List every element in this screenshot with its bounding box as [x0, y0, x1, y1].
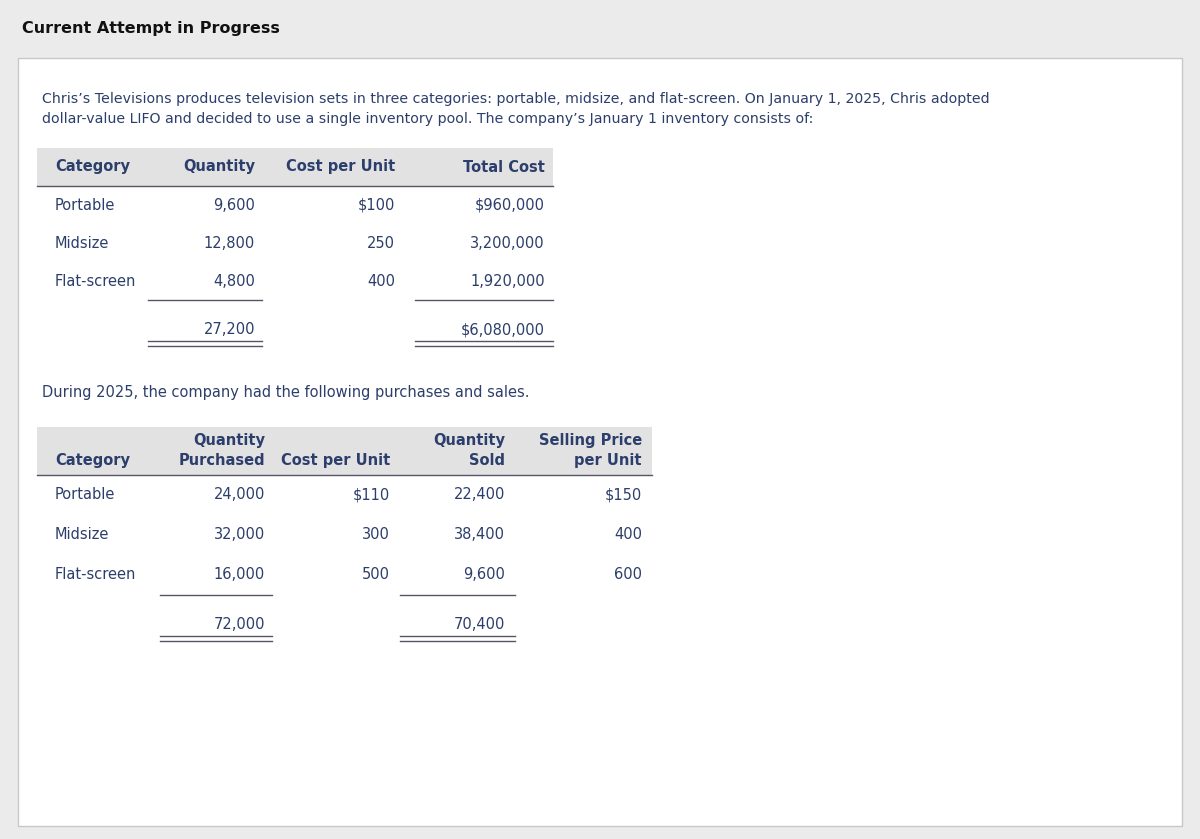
Text: Midsize: Midsize	[55, 527, 109, 542]
Text: dollar-value LIFO and decided to use a single inventory pool. The company’s Janu: dollar-value LIFO and decided to use a s…	[42, 112, 814, 126]
Text: Portable: Portable	[55, 197, 115, 212]
Text: 1,920,000: 1,920,000	[470, 274, 545, 289]
Text: 4,800: 4,800	[214, 274, 256, 289]
Text: Purchased: Purchased	[179, 453, 265, 468]
Text: During 2025, the company had the following purchases and sales.: During 2025, the company had the followi…	[42, 384, 529, 399]
Text: 300: 300	[362, 527, 390, 542]
Text: 3,200,000: 3,200,000	[470, 236, 545, 251]
Text: per Unit: per Unit	[575, 453, 642, 468]
Bar	[37, 148, 553, 186]
Text: $150: $150	[605, 487, 642, 502]
Text: 27,200: 27,200	[204, 322, 256, 337]
Text: 500: 500	[362, 567, 390, 582]
Text: Quantity: Quantity	[182, 159, 256, 175]
Text: 250: 250	[367, 236, 395, 251]
Text: $6,080,000: $6,080,000	[461, 322, 545, 337]
Text: 32,000: 32,000	[214, 527, 265, 542]
Text: 24,000: 24,000	[214, 487, 265, 502]
Text: $960,000: $960,000	[475, 197, 545, 212]
Text: Sold: Sold	[469, 453, 505, 468]
Text: Flat-screen: Flat-screen	[55, 274, 137, 289]
Text: 70,400: 70,400	[454, 618, 505, 632]
Text: Portable: Portable	[55, 487, 115, 502]
Text: Quantity: Quantity	[433, 433, 505, 448]
Text: Cost per Unit: Cost per Unit	[286, 159, 395, 175]
Text: Category: Category	[55, 453, 130, 468]
Bar	[37, 427, 652, 475]
Text: Midsize: Midsize	[55, 236, 109, 251]
Text: 16,000: 16,000	[214, 567, 265, 582]
Text: 38,400: 38,400	[454, 527, 505, 542]
Text: 12,800: 12,800	[204, 236, 256, 251]
Text: Current Attempt in Progress: Current Attempt in Progress	[22, 20, 280, 35]
Text: Cost per Unit: Cost per Unit	[281, 453, 390, 468]
Text: 600: 600	[614, 567, 642, 582]
Text: 400: 400	[614, 527, 642, 542]
Text: Selling Price: Selling Price	[539, 433, 642, 448]
Text: Flat-screen: Flat-screen	[55, 567, 137, 582]
Text: 72,000: 72,000	[214, 618, 265, 632]
Text: $100: $100	[358, 197, 395, 212]
Text: Quantity: Quantity	[193, 433, 265, 448]
Text: 9,600: 9,600	[214, 197, 256, 212]
Text: $110: $110	[353, 487, 390, 502]
Text: Category: Category	[55, 159, 130, 175]
Text: 22,400: 22,400	[454, 487, 505, 502]
Text: 400: 400	[367, 274, 395, 289]
Text: Chris’s Televisions produces television sets in three categories: portable, mids: Chris’s Televisions produces television …	[42, 92, 990, 106]
Text: Total Cost: Total Cost	[463, 159, 545, 175]
Text: 9,600: 9,600	[463, 567, 505, 582]
